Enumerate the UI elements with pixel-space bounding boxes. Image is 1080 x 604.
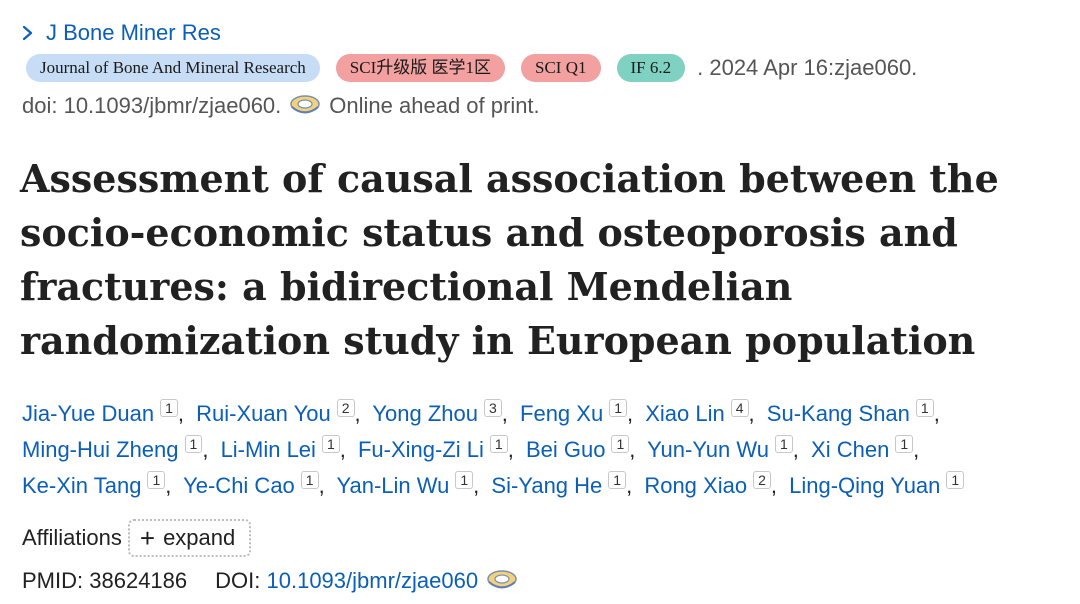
author-separator: ,	[933, 401, 940, 426]
author-separator: ,	[339, 437, 346, 462]
author-separator: ,	[507, 437, 514, 462]
affiliation-number[interactable]: 1	[609, 399, 627, 417]
journal-short-name[interactable]: J Bone Miner Res	[46, 20, 221, 45]
journal-link[interactable]: J Bone Miner Res	[22, 20, 221, 46]
author-separator: ,	[913, 437, 920, 462]
doi-link[interactable]: 10.1093/jbmr/zjae060	[266, 568, 479, 593]
affiliation-number[interactable]: 4	[730, 399, 749, 417]
author-separator: ,	[770, 473, 777, 498]
affiliations-label: Affiliations	[22, 525, 122, 550]
author-name[interactable]: Rui-Xuan You	[196, 401, 331, 426]
author-item: Rui-Xuan You 2,	[196, 399, 366, 426]
author-separator: ,	[354, 401, 361, 426]
expand-affiliations-button[interactable]: + expand	[127, 519, 252, 557]
journal-full-badge[interactable]: Journal of Bone And Mineral Research	[26, 54, 320, 82]
author-name[interactable]: Jia-Yue Duan	[22, 401, 155, 426]
author-name[interactable]: Xi Chen	[811, 437, 890, 462]
publication-status: Online ahead of print.	[329, 93, 540, 118]
author-name[interactable]: Ke-Xin Tang	[22, 473, 142, 498]
tape-icon[interactable]	[486, 569, 518, 593]
author-item: Yan-Lin Wu 1,	[336, 471, 485, 498]
affiliation-number[interactable]: 1	[611, 435, 630, 453]
author-separator: ,	[626, 401, 634, 426]
author-separator: ,	[626, 473, 633, 498]
affiliations-row: Affiliations + expand	[22, 518, 252, 558]
author-item: Yun-Yun Wu 1,	[647, 435, 805, 462]
authors-list: Jia-Yue Duan 1, Rui-Xuan You 2, Yong Zhou 3…	[22, 396, 1072, 504]
author-separator: ,	[473, 473, 480, 498]
tape-icon[interactable]	[289, 94, 321, 118]
affiliation-number[interactable]: 1	[915, 399, 934, 417]
affiliation-number[interactable]: 1	[321, 435, 340, 453]
author-separator: ,	[318, 473, 325, 498]
identifiers-row: PMID: 38624186 DOI: 10.1093/jbmr/zjae060	[22, 568, 526, 594]
author-item: Ke-Xin Tang 1,	[22, 471, 177, 498]
affiliation-number[interactable]: 1	[147, 471, 166, 489]
affiliation-number[interactable]: 3	[483, 399, 502, 417]
author-item: Su-Kang Shan 1,	[766, 399, 946, 426]
chevron-right-icon	[22, 25, 33, 41]
author-item: Xiao Lin 4,	[645, 399, 760, 426]
author-item: Ling-Qing Yuan 1	[789, 471, 965, 498]
author-item: Yong Zhou 3,	[372, 399, 514, 426]
author-item: Feng Xu 1,	[520, 399, 639, 426]
citation-doi: doi: 10.1093/jbmr/zjae060.	[22, 93, 282, 118]
affiliation-number[interactable]: 2	[753, 471, 771, 489]
author-item: Ye-Chi Cao 1,	[183, 471, 331, 498]
affiliation-number[interactable]: 1	[184, 435, 203, 453]
affiliation-number[interactable]: 1	[895, 435, 914, 453]
affiliation-number[interactable]: 1	[489, 435, 508, 453]
author-item: Fu-Xing-Zi Li 1,	[357, 435, 520, 462]
author-separator: ,	[165, 473, 172, 498]
plus-icon: +	[139, 523, 156, 553]
affiliation-number[interactable]: 2	[336, 399, 355, 417]
badge-row: Journal of Bone And Mineral Research SCI…	[26, 53, 917, 83]
affiliation-number[interactable]: 1	[608, 471, 627, 489]
author-item: Ming-Hui Zheng 1,	[22, 435, 214, 462]
impact-factor-badge: IF 6.2	[616, 54, 686, 82]
author-name[interactable]: Feng Xu	[520, 401, 604, 426]
author-name[interactable]: Ye-Chi Cao	[183, 473, 295, 498]
citation-doi-line: doi: 10.1093/jbmr/zjae060. Online ahead …	[22, 93, 540, 119]
author-item: Li-Min Lei 1,	[220, 435, 352, 462]
author-item: Bei Guo 1,	[525, 435, 641, 462]
author-separator: ,	[629, 437, 636, 462]
author-name[interactable]: Xiao Lin	[645, 401, 725, 426]
author-name[interactable]: Si-Yang He	[491, 473, 603, 498]
author-name[interactable]: Rong Xiao	[644, 473, 748, 498]
author-item: Xi Chen 1,	[811, 435, 925, 462]
author-name[interactable]: Li-Min Lei	[220, 437, 316, 462]
article-title: Assessment of causal association between…	[20, 156, 999, 363]
pmid-value: 38624186	[89, 568, 188, 593]
author-separator: ,	[792, 437, 799, 462]
affiliation-number[interactable]: 1	[300, 471, 319, 489]
pmid-label: PMID:	[22, 568, 84, 593]
expand-label: expand	[163, 525, 236, 550]
author-name[interactable]: Ling-Qing Yuan	[789, 473, 941, 498]
doi-label: DOI:	[215, 568, 261, 593]
author-name[interactable]: Ming-Hui Zheng	[22, 437, 179, 462]
affiliation-number[interactable]: 1	[775, 435, 793, 453]
author-name[interactable]: Yong Zhou	[372, 401, 478, 426]
sci-upgrade-badge: SCI升级版 医学1区	[335, 54, 506, 82]
affiliation-number[interactable]: 1	[946, 471, 965, 489]
author-separator: ,	[177, 401, 185, 426]
affiliation-number[interactable]: 1	[160, 399, 178, 417]
author-item: Si-Yang He 1,	[491, 471, 638, 498]
author-item: Jia-Yue Duan 1,	[22, 399, 190, 426]
author-name[interactable]: Yan-Lin Wu	[336, 473, 450, 498]
author-name[interactable]: Bei Guo	[525, 437, 606, 462]
author-item: Rong Xiao 2,	[644, 471, 783, 498]
citation-date: . 2024 Apr 16:zjae060.	[697, 55, 918, 80]
author-separator: ,	[501, 401, 508, 426]
author-separator: ,	[202, 437, 209, 462]
author-name[interactable]: Su-Kang Shan	[766, 401, 910, 426]
author-separator: ,	[748, 401, 755, 426]
author-name[interactable]: Yun-Yun Wu	[647, 437, 769, 462]
affiliation-number[interactable]: 1	[455, 471, 474, 489]
sci-quartile-badge: SCI Q1	[521, 54, 601, 82]
author-name[interactable]: Fu-Xing-Zi Li	[357, 437, 484, 462]
